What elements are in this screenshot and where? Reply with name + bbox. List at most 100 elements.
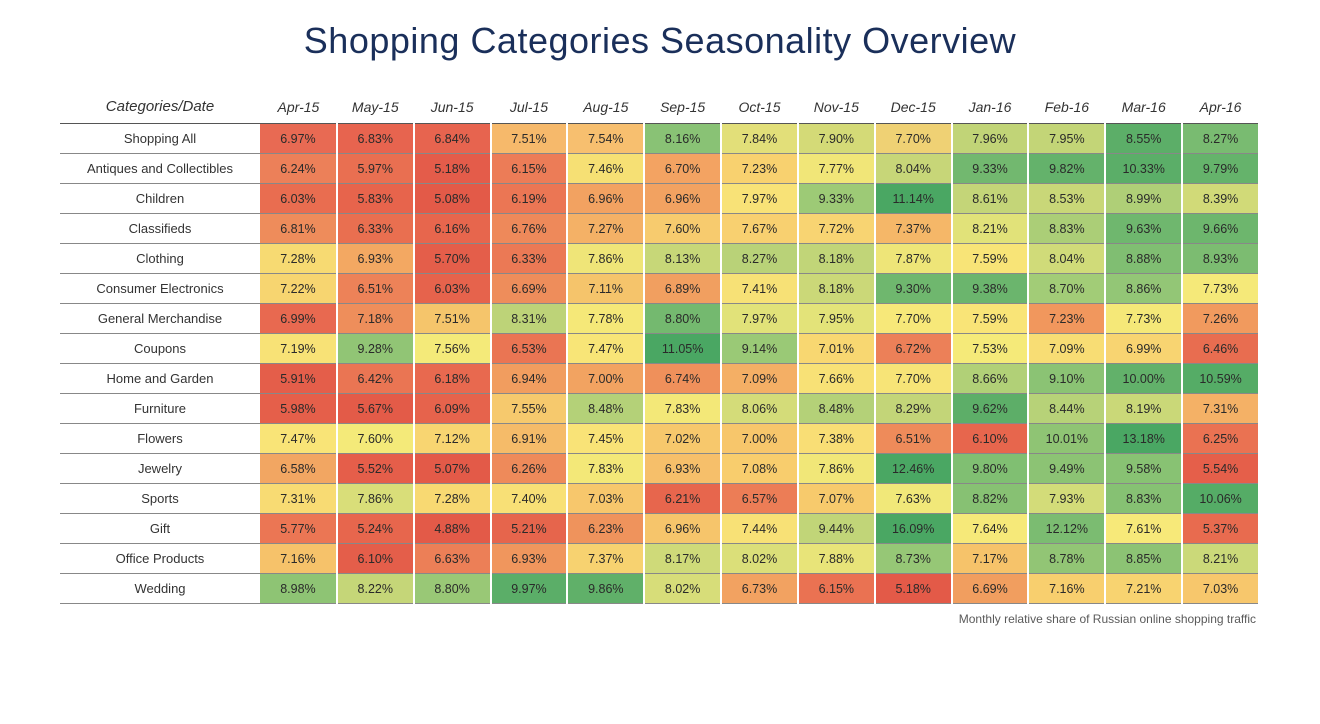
heatmap-cell: 7.73% xyxy=(1182,274,1259,304)
heatmap-cell: 5.98% xyxy=(260,394,337,424)
heatmap-cell: 7.27% xyxy=(567,214,644,244)
heatmap-cell: 8.44% xyxy=(1028,394,1105,424)
heatmap-cell: 8.06% xyxy=(721,394,798,424)
row-label: Furniture xyxy=(60,394,260,424)
heatmap-cell: 6.84% xyxy=(414,124,491,154)
heatmap-cell: 7.70% xyxy=(875,364,952,394)
heatmap-cell: 7.38% xyxy=(798,424,875,454)
heatmap-cell: 6.93% xyxy=(491,544,568,574)
heatmap-cell: 8.66% xyxy=(952,364,1029,394)
row-label: Clothing xyxy=(60,244,260,274)
heatmap-cell: 8.31% xyxy=(491,304,568,334)
table-row: Home and Garden5.91%6.42%6.18%6.94%7.00%… xyxy=(60,364,1259,394)
heatmap-cell: 9.14% xyxy=(721,334,798,364)
heatmap-cell: 6.09% xyxy=(414,394,491,424)
heatmap-cell: 5.91% xyxy=(260,364,337,394)
heatmap-cell: 10.00% xyxy=(1105,364,1182,394)
heatmap-cell: 7.02% xyxy=(644,424,721,454)
heatmap-cell: 9.38% xyxy=(952,274,1029,304)
heatmap-cell: 7.08% xyxy=(721,454,798,484)
heatmap-cell: 8.19% xyxy=(1105,394,1182,424)
row-label: Classifieds xyxy=(60,214,260,244)
heatmap-cell: 6.69% xyxy=(952,574,1029,604)
heatmap-cell: 9.86% xyxy=(567,574,644,604)
table-row: Furniture5.98%5.67%6.09%7.55%8.48%7.83%8… xyxy=(60,394,1259,424)
heatmap-cell: 7.37% xyxy=(567,544,644,574)
heatmap-cell: 5.52% xyxy=(337,454,414,484)
heatmap-cell: 6.73% xyxy=(721,574,798,604)
heatmap-cell: 6.93% xyxy=(337,244,414,274)
column-header: Apr-15 xyxy=(260,90,337,124)
heatmap-cell: 7.17% xyxy=(952,544,1029,574)
column-header: Jul-15 xyxy=(491,90,568,124)
heatmap-cell: 6.69% xyxy=(491,274,568,304)
heatmap-cell: 8.17% xyxy=(644,544,721,574)
heatmap-cell: 5.21% xyxy=(491,514,568,544)
column-header: Feb-16 xyxy=(1028,90,1105,124)
heatmap-cell: 7.70% xyxy=(875,124,952,154)
heatmap-cell: 7.73% xyxy=(1105,304,1182,334)
heatmap-cell: 11.14% xyxy=(875,184,952,214)
heatmap-cell: 8.55% xyxy=(1105,124,1182,154)
column-header: Apr-16 xyxy=(1182,90,1259,124)
heatmap-cell: 7.95% xyxy=(798,304,875,334)
heatmap-cell: 6.96% xyxy=(644,514,721,544)
heatmap-cell: 5.37% xyxy=(1182,514,1259,544)
heatmap-cell: 9.58% xyxy=(1105,454,1182,484)
heatmap-cell: 6.63% xyxy=(414,544,491,574)
column-header: Aug-15 xyxy=(567,90,644,124)
heatmap-cell: 7.00% xyxy=(567,364,644,394)
heatmap-cell: 8.04% xyxy=(1028,244,1105,274)
heatmap-cell: 5.83% xyxy=(337,184,414,214)
heatmap-cell: 7.28% xyxy=(260,244,337,274)
heatmap-cell: 6.53% xyxy=(491,334,568,364)
heatmap-cell: 7.51% xyxy=(414,304,491,334)
heatmap-cell: 7.86% xyxy=(337,484,414,514)
heatmap-cell: 6.03% xyxy=(414,274,491,304)
heatmap-cell: 9.33% xyxy=(798,184,875,214)
heatmap-cell: 7.54% xyxy=(567,124,644,154)
heatmap-table-wrap: Categories/DateApr-15May-15Jun-15Jul-15A… xyxy=(60,90,1260,604)
heatmap-cell: 6.10% xyxy=(952,424,1029,454)
heatmap-cell: 5.54% xyxy=(1182,454,1259,484)
heatmap-cell: 8.83% xyxy=(1028,214,1105,244)
heatmap-cell: 8.78% xyxy=(1028,544,1105,574)
heatmap-cell: 8.29% xyxy=(875,394,952,424)
table-row: Classifieds6.81%6.33%6.16%6.76%7.27%7.60… xyxy=(60,214,1259,244)
heatmap-cell: 6.89% xyxy=(644,274,721,304)
heatmap-cell: 7.23% xyxy=(721,154,798,184)
heatmap-cell: 7.90% xyxy=(798,124,875,154)
row-label: General Merchandise xyxy=(60,304,260,334)
heatmap-cell: 7.86% xyxy=(798,454,875,484)
heatmap-cell: 6.18% xyxy=(414,364,491,394)
heatmap-cell: 9.97% xyxy=(491,574,568,604)
heatmap-cell: 10.33% xyxy=(1105,154,1182,184)
heatmap-cell: 8.99% xyxy=(1105,184,1182,214)
heatmap-cell: 7.60% xyxy=(337,424,414,454)
heatmap-cell: 8.02% xyxy=(644,574,721,604)
row-label: Sports xyxy=(60,484,260,514)
heatmap-cell: 9.82% xyxy=(1028,154,1105,184)
page-title: Shopping Categories Seasonality Overview xyxy=(60,20,1260,62)
heatmap-cell: 8.39% xyxy=(1182,184,1259,214)
heatmap-cell: 7.87% xyxy=(875,244,952,274)
heatmap-cell: 10.06% xyxy=(1182,484,1259,514)
heatmap-cell: 9.10% xyxy=(1028,364,1105,394)
heatmap-cell: 7.44% xyxy=(721,514,798,544)
heatmap-cell: 9.62% xyxy=(952,394,1029,424)
heatmap-cell: 6.57% xyxy=(721,484,798,514)
table-row: Wedding8.98%8.22%8.80%9.97%9.86%8.02%6.7… xyxy=(60,574,1259,604)
table-row: Office Products7.16%6.10%6.63%6.93%7.37%… xyxy=(60,544,1259,574)
heatmap-cell: 9.63% xyxy=(1105,214,1182,244)
heatmap-cell: 8.21% xyxy=(952,214,1029,244)
heatmap-cell: 7.95% xyxy=(1028,124,1105,154)
heatmap-cell: 7.18% xyxy=(337,304,414,334)
heatmap-cell: 8.21% xyxy=(1182,544,1259,574)
heatmap-cell: 6.94% xyxy=(491,364,568,394)
heatmap-cell: 7.19% xyxy=(260,334,337,364)
heatmap-cell: 4.88% xyxy=(414,514,491,544)
table-row: Shopping All6.97%6.83%6.84%7.51%7.54%8.1… xyxy=(60,124,1259,154)
heatmap-cell: 7.77% xyxy=(798,154,875,184)
heatmap-cell: 6.21% xyxy=(644,484,721,514)
heatmap-cell: 6.51% xyxy=(337,274,414,304)
